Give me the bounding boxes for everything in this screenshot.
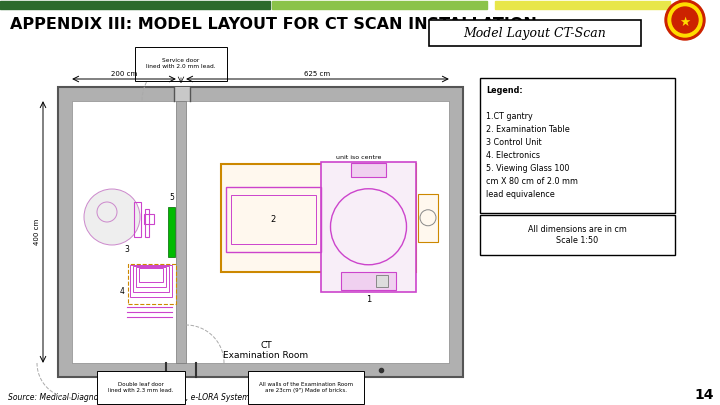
- Text: Source: Medical Diagnostics Radiology Module, e-LORA System  Guidelines (July 14: Source: Medical Diagnostics Radiology Mo…: [8, 393, 353, 402]
- Text: 2: 2: [271, 215, 276, 224]
- Bar: [128, 264, 176, 304]
- Text: 3 Control Unit: 3 Control Unit: [486, 138, 541, 147]
- Bar: [130, 265, 172, 297]
- Text: 4. Electronics: 4. Electronics: [486, 151, 540, 160]
- Text: lead equivalence: lead equivalence: [486, 190, 554, 199]
- Text: Model Layout CT-Scan: Model Layout CT-Scan: [464, 26, 606, 40]
- Circle shape: [672, 7, 698, 33]
- Bar: [480, 215, 675, 255]
- Bar: [139, 268, 163, 282]
- Bar: [480, 78, 675, 213]
- Text: unit iso centre: unit iso centre: [336, 155, 381, 160]
- FancyBboxPatch shape: [429, 20, 641, 46]
- Circle shape: [665, 0, 705, 40]
- Text: 5: 5: [170, 193, 174, 202]
- Bar: [341, 272, 396, 290]
- Text: 2. Examination Table: 2. Examination Table: [486, 125, 570, 134]
- Bar: [272, 1, 487, 9]
- Text: 5. Viewing Glass 100: 5. Viewing Glass 100: [486, 164, 570, 173]
- Bar: [221, 164, 416, 272]
- Bar: [136, 267, 166, 287]
- Text: All dimensions are in cm
Scale 1:50: All dimensions are in cm Scale 1:50: [528, 225, 627, 245]
- Bar: [351, 163, 386, 177]
- Bar: [133, 266, 169, 292]
- Text: 400 cm: 400 cm: [34, 219, 40, 245]
- Circle shape: [84, 189, 140, 245]
- Bar: [490, 1, 495, 9]
- Bar: [58, 363, 463, 377]
- Text: 625 cm: 625 cm: [305, 71, 330, 77]
- Text: 1.CT gantry: 1.CT gantry: [486, 112, 533, 121]
- Bar: [58, 87, 72, 377]
- Bar: [418, 194, 438, 242]
- Text: Legend:: Legend:: [486, 86, 523, 95]
- Text: cm X 80 cm of 2.0 mm: cm X 80 cm of 2.0 mm: [486, 177, 578, 186]
- Text: 200 cm: 200 cm: [111, 71, 137, 77]
- Text: Service door
lined with 2.0 mm lead.: Service door lined with 2.0 mm lead.: [146, 58, 216, 69]
- Bar: [231, 195, 316, 244]
- Bar: [376, 275, 388, 287]
- Bar: [58, 87, 463, 101]
- Bar: [134, 202, 141, 237]
- Bar: [145, 209, 149, 237]
- Text: 4: 4: [120, 288, 125, 296]
- Text: 3: 3: [125, 245, 130, 254]
- Text: CT: CT: [260, 341, 272, 350]
- Bar: [168, 207, 175, 257]
- Bar: [174, 87, 190, 101]
- Bar: [72, 101, 449, 363]
- Text: APPENDIX III: MODEL LAYOUT FOR CT SCAN INSTALLATION: APPENDIX III: MODEL LAYOUT FOR CT SCAN I…: [10, 17, 537, 32]
- Bar: [495, 1, 670, 9]
- Bar: [58, 87, 463, 377]
- Circle shape: [668, 3, 702, 37]
- Text: 14: 14: [695, 388, 714, 402]
- Bar: [321, 162, 416, 292]
- Bar: [449, 87, 463, 377]
- Text: Double leaf door
lined with 2.3 mm lead.: Double leaf door lined with 2.3 mm lead.: [108, 382, 174, 393]
- Text: ★: ★: [680, 15, 690, 28]
- Bar: [0, 1, 270, 9]
- Text: All walls of the Examination Room
are 23cm (9") Made of bricks.: All walls of the Examination Room are 23…: [259, 382, 353, 393]
- Bar: [144, 214, 154, 224]
- Bar: [176, 101, 186, 363]
- Bar: [58, 87, 463, 377]
- Text: 1: 1: [366, 295, 371, 304]
- Text: Examination Room: Examination Room: [223, 350, 309, 360]
- Bar: [226, 187, 321, 252]
